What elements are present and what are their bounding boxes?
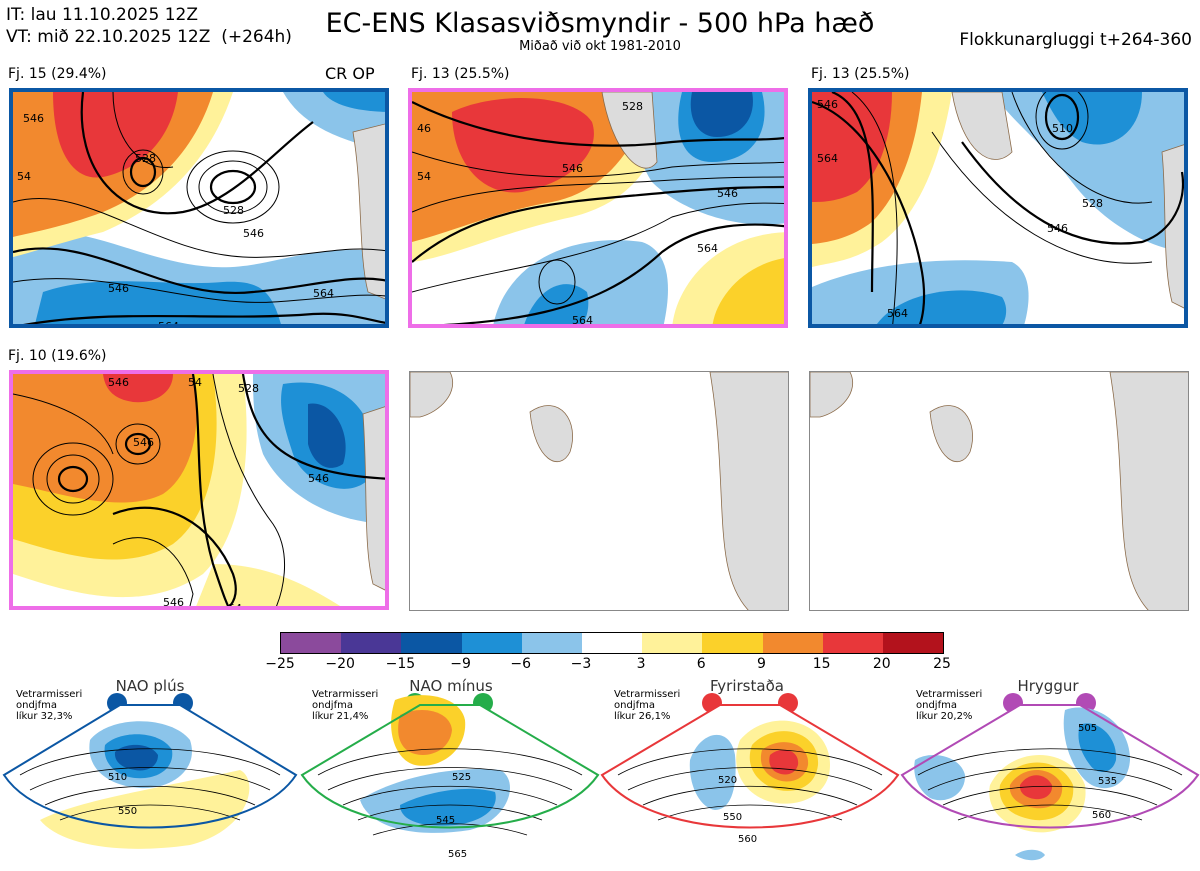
contour-label: 54 [17,170,31,183]
colorbar-tick-label: 3 [636,656,646,672]
contour-label: 546 [562,162,583,175]
regime-3-name: Fyrirstaða [710,677,784,695]
colorbar-swatch [521,633,582,653]
colorbar-tick-label: 15 [812,656,831,672]
contour-label: 564 [158,320,179,328]
colorbar-swatch [642,633,703,653]
regime-4-name: Hryggur [1017,677,1079,695]
cluster-1-label: Fj. 15 (29.4%) [8,66,107,82]
colorbar-tick-label: 25 [933,656,951,672]
contour-label: 564 [887,307,908,320]
contour-label: 520 [718,775,737,786]
initial-time: IT: lau 11.10.2025 12Z [6,5,198,25]
colorbar-swatch [822,633,883,653]
colorbar-tick-label: 6 [696,656,706,672]
contour-label: 564 [572,314,593,327]
contour-label: 546 [243,227,264,240]
contour-label: 528 [238,382,259,395]
regime-1-map: 510 550 [2,704,298,849]
colorbar-tick-label: 9 [756,656,766,672]
contour-label: 528 [135,152,156,165]
colorbar-swatch [581,633,643,653]
colorbar-swatch [702,633,763,653]
contour-label: 564 [313,287,334,300]
contour-label: 510 [1052,122,1073,135]
contour-label: 546 [23,112,44,125]
regime-2-map: 525 545 565 [300,695,600,860]
regime-2-probability: Vetrarmisseri ondjfma líkur 21,4% [312,689,379,722]
regime-3-map: 520 550 560 [600,704,900,845]
colorbar-swatch [401,633,462,653]
contour-label: 54 [188,376,202,389]
regime-1-probability: Vetrarmisseri ondjfma líkur 32,3% [16,689,83,722]
empty-map-panel [409,371,789,611]
contour-label: 525 [452,772,471,783]
colorbar-tick-label: −20 [325,656,355,672]
page-title: EC-ENS Klasasviðsmyndir - 500 hPa hæð [325,8,875,39]
cluster-3-map: 546 510 528 546 564 564 56 [808,88,1188,328]
contour-label: 565 [448,849,467,860]
colorbar-tick-label: −15 [385,656,416,672]
regime-4-map: 505 535 560 [900,704,1200,861]
colorbar-tick-label: −6 [510,656,532,672]
colorbar-swatch [461,633,522,653]
cluster-1-map: 546 528 528 546 546 564 564 54 [9,88,389,328]
contour-label: 564 [697,242,718,255]
cluster-2-label: Fj. 13 (25.5%) [411,66,510,82]
valid-time: VT: mið 22.10.2025 12Z (+264h) [6,27,292,47]
colorbar-swatch [882,633,944,653]
contour-label: 546 [108,376,129,389]
contour-label: 46 [417,122,431,135]
contour-label: 54 [417,170,431,183]
contour-label: 550 [723,812,742,823]
colorbar-tick-label: −3 [570,656,592,672]
regime-3-probability: Vetrarmisseri ondjfma líkur 26,1% [614,689,681,722]
contour-label: 54 [228,602,242,610]
classification-window: Flokkunargluggi t+264-360 [959,30,1192,50]
contour-label: 510 [108,772,127,783]
contour-label: 545 [436,815,455,826]
contour-label: 546 [717,187,738,200]
contour-label: 560 [1092,810,1111,821]
colorbar-swatch [341,633,402,653]
contour-label: 560 [738,834,757,845]
colorbar-swatch [281,633,342,653]
contour-label: 546 [133,436,154,449]
colorbar [280,632,944,654]
cluster-3-label: Fj. 13 (25.5%) [811,66,910,82]
cluster-1-tag: CR OP [325,64,375,83]
contour-label: 505 [1078,723,1097,734]
contour-label: 546 [163,596,184,609]
contour-label: 546 [308,472,329,485]
contour-label: 546 [1047,222,1068,235]
cluster-4-label: Fj. 10 (19.6%) [8,348,107,364]
regime-1-name: NAO plús [115,677,185,695]
contour-label: 550 [118,806,137,817]
colorbar-tick-label: 20 [872,656,891,672]
contour-label: 564 [817,152,838,165]
empty-map-panel [809,371,1189,611]
regime-maps: 510 550 525 545 565 [2,695,1200,861]
contour-label: 56 [987,322,1001,328]
colorbar-swatch [762,633,823,653]
regime-2-name: NAO mínus [409,677,493,695]
contour-label: 528 [622,100,643,113]
regime-4-probability: Vetrarmisseri ondjfma líkur 20,2% [916,689,983,722]
contour-label: 582 [662,324,683,328]
page-subtitle: Miðað við okt 1981-2010 [519,39,681,54]
contour-label: 546 [108,282,129,295]
contour-label: 535 [1098,776,1117,787]
cluster-4-map: 546 528 546 546 546 54 54 [9,370,389,610]
colorbar-tick-label: −25 [265,656,295,672]
run-times: IT: lau 11.10.2025 12Z VT: mið 22.10.202… [6,4,292,48]
contour-label: 528 [223,204,244,217]
contour-label: 546 [817,98,838,111]
contour-label: 528 [1082,197,1103,210]
colorbar-tick-label: −9 [450,656,471,672]
cluster-2-map: 528 546 546 564 54 46 564 582 [408,88,788,328]
